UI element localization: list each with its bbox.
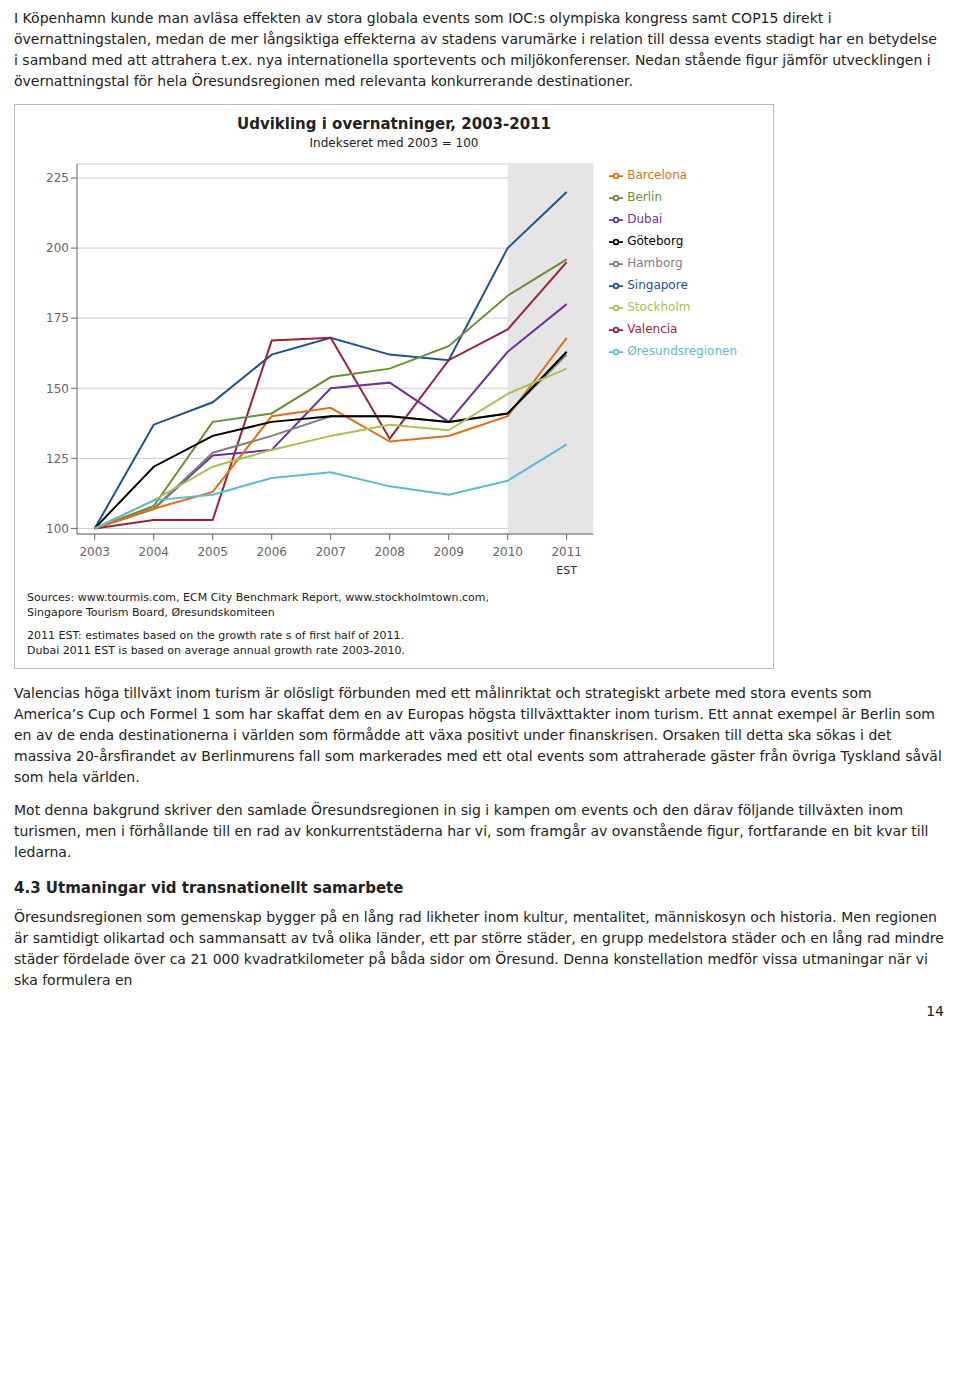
html-text:4.3 Utmaningar vid transnation: 4.3 Utmaningar vid transnationellt samar… (14, 879, 404, 897)
html-text:Berlin: Berlin (627, 190, 662, 204)
html-text:Stockholm: Stockholm (627, 300, 691, 314)
svg-text:2008: 2008 (374, 545, 405, 559)
html-text:Øresundsregionen: Øresundsregionen (627, 344, 737, 358)
html-text:Göteborg: Göteborg (627, 234, 684, 248)
html-text:Sources: www.tourmis.com, ECM: Sources: www.tourmis.com, ECM City Bench… (27, 591, 489, 604)
html-text:Valencias höga tillväxt inom t: Valencias höga tillväxt inom turism är o… (14, 685, 942, 785)
svg-text:125: 125 (46, 452, 69, 466)
svg-text:2005: 2005 (197, 545, 228, 559)
svg-text:EST: EST (556, 564, 577, 577)
svg-text:2003: 2003 (79, 545, 110, 559)
svg-text:2009: 2009 (433, 545, 464, 559)
svg-text:2004: 2004 (138, 545, 169, 559)
html-text:Singapore: Singapore (627, 278, 688, 292)
html-text:Singapore Tourism Board, Øresu: Singapore Tourism Board, Øresundskomitee… (27, 606, 275, 619)
svg-text:2006: 2006 (256, 545, 287, 559)
svg-text:2007: 2007 (315, 545, 346, 559)
html-text:I Köpenhamn kunde man avläsa e: I Köpenhamn kunde man avläsa effekten av… (14, 10, 937, 89)
svg-text:2010: 2010 (492, 545, 523, 559)
svg-text:175: 175 (46, 311, 69, 325)
html-text:Hamborg: Hamborg (627, 256, 683, 270)
html-text:2011 EST: estimates based on t: 2011 EST: estimates based on the growth … (27, 629, 404, 642)
html-text:14: 14 (926, 1003, 944, 1019)
html-text:Udvikling i overnatninger, 200: Udvikling i overnatninger, 2003-2011 (237, 115, 551, 133)
svg-text:2011: 2011 (551, 545, 582, 559)
html-text:Öresundsregionen som gemenskap: Öresundsregionen som gemenskap bygger på… (14, 909, 944, 988)
html-text:Dubai: Dubai (627, 212, 663, 226)
svg-text:150: 150 (46, 382, 69, 396)
svg-text:100: 100 (46, 522, 69, 536)
svg-text:225: 225 (46, 171, 69, 185)
svg-text:200: 200 (46, 241, 69, 255)
html-text:Mot denna bakgrund skriver den: Mot denna bakgrund skriver den samlade Ö… (14, 802, 929, 860)
html-text:Barcelona: Barcelona (627, 168, 688, 182)
html-text:Valencia: Valencia (627, 322, 678, 336)
html-text:Indekseret med 2003 = 100: Indekseret med 2003 = 100 (309, 136, 479, 150)
html-text:Dubai 2011 EST is based on ave: Dubai 2011 EST is based on average annua… (27, 644, 406, 657)
